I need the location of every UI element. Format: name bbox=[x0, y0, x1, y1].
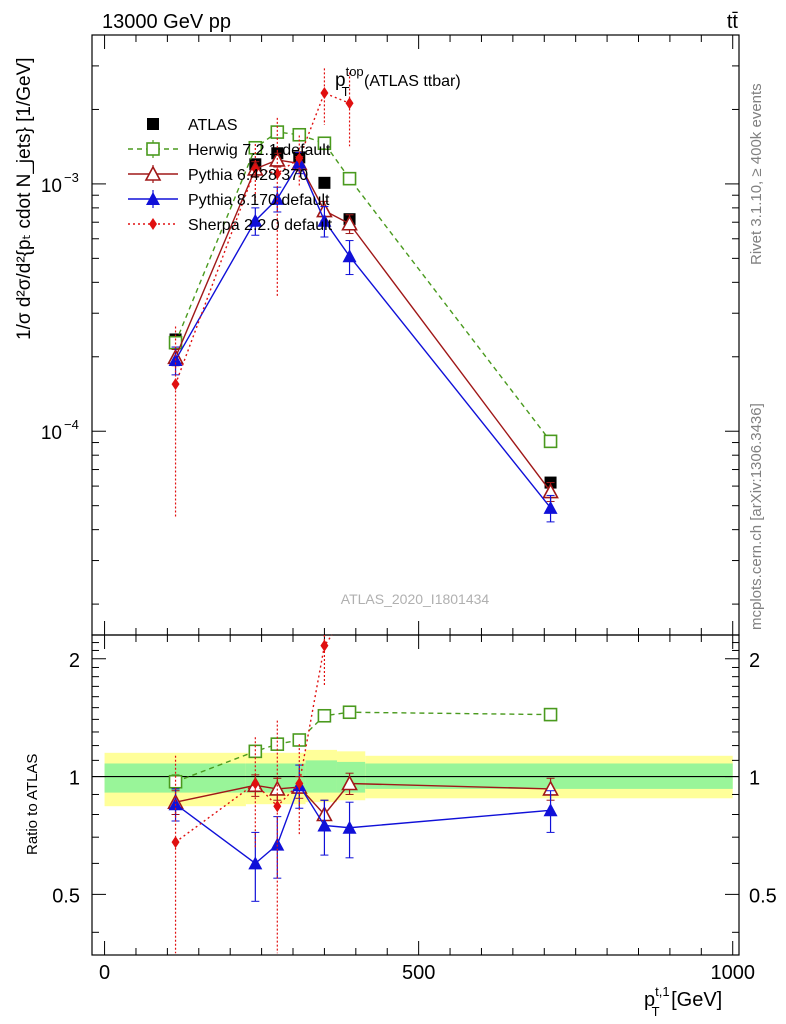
ratio-point bbox=[273, 800, 282, 813]
xtick-label: 1000 bbox=[710, 962, 755, 984]
legend-label: Herwig 7.2.1 default bbox=[188, 142, 331, 159]
ratio-point bbox=[295, 777, 304, 790]
uncertainty-bands bbox=[92, 749, 739, 807]
main-point bbox=[171, 378, 180, 391]
series-line-2 bbox=[174, 159, 552, 493]
plot-title-sup: top bbox=[346, 64, 364, 79]
energy-label: 13000 GeV pp bbox=[102, 11, 231, 33]
plot-title-rest: (ATLAS ttbar) bbox=[360, 73, 461, 90]
ratio-point bbox=[251, 777, 260, 790]
ratio-point bbox=[268, 780, 286, 796]
legend-marker bbox=[146, 142, 160, 156]
xlabel: pt,1 T [GeV] bbox=[644, 984, 722, 1019]
main-point bbox=[292, 127, 307, 142]
main-ytick-exponent: −3 bbox=[64, 170, 79, 185]
ratio-ytick-label: 1 bbox=[69, 768, 80, 790]
ratio-ytick-label-right: 0.5 bbox=[749, 885, 777, 907]
axis-ticks bbox=[92, 34, 739, 955]
ratio-point bbox=[317, 708, 332, 723]
process-label: tt̄ bbox=[727, 11, 739, 33]
plot-title-sub: T bbox=[342, 84, 350, 99]
main-point bbox=[318, 176, 331, 189]
ratio-point bbox=[320, 639, 329, 652]
ratio-point bbox=[342, 820, 357, 834]
legend-label: ATLAS bbox=[188, 117, 238, 134]
main-point bbox=[342, 171, 357, 186]
ratio-point bbox=[543, 707, 558, 722]
ratio-point bbox=[248, 856, 263, 870]
legend-marker bbox=[144, 165, 162, 181]
main-point bbox=[273, 167, 282, 180]
ratio-frame bbox=[91, 634, 740, 956]
main-point bbox=[342, 249, 357, 263]
series-line-3 bbox=[174, 161, 552, 509]
main-point bbox=[317, 213, 332, 227]
main-point bbox=[543, 434, 558, 449]
main-point bbox=[317, 136, 332, 151]
ratio-point bbox=[317, 818, 332, 832]
ratio-ylabel: Ratio to ATLAS bbox=[24, 754, 41, 855]
main-ytick-exponent: −4 bbox=[64, 417, 79, 432]
legend-label: Sherpa 2.2.0 default bbox=[188, 217, 333, 234]
xlabel-main: p bbox=[644, 989, 655, 1011]
mcplots-label: mcplots.cern.ch [arXiv:1306.3436] bbox=[748, 403, 765, 630]
main-ytick-label: 10 bbox=[41, 423, 62, 444]
main-ylabel: 1/σ d²σ/d²{pₜ cdot N_jets} [1/GeV] bbox=[14, 57, 35, 340]
ratio-ytick-label: 2 bbox=[69, 650, 80, 672]
series-line-4 bbox=[174, 92, 350, 385]
ratio-ytick-label-right: 2 bbox=[749, 650, 760, 672]
xtick-label: 500 bbox=[402, 962, 435, 984]
legend-marker bbox=[146, 192, 160, 205]
main-point bbox=[341, 215, 358, 231]
main-point bbox=[270, 125, 285, 139]
rivet-label: Rivet 3.1.10, ≥ 400k events bbox=[748, 83, 765, 265]
ratio-point bbox=[168, 797, 183, 811]
legend-label: Pythia 8.170 default bbox=[188, 192, 330, 209]
main-point bbox=[320, 87, 329, 100]
main-point bbox=[295, 152, 304, 165]
ratio-ytick-label: 0.5 bbox=[52, 885, 80, 907]
ratio-point bbox=[341, 774, 358, 791]
main-point bbox=[251, 162, 260, 175]
ratio-series bbox=[167, 634, 559, 954]
ratio-point bbox=[270, 837, 285, 851]
main-series bbox=[167, 68, 559, 523]
ratio-ytick-label-right: 1 bbox=[749, 768, 760, 790]
analysis-watermark: ATLAS_2020_I1801434 bbox=[341, 591, 490, 607]
main-point bbox=[543, 500, 558, 514]
ratio-point bbox=[342, 705, 357, 720]
legend: ATLAS Herwig 7.2.1 default Pythia 6.428 37… bbox=[128, 117, 333, 234]
legend-label: Pythia 6.428 370 bbox=[188, 167, 308, 184]
xlabel-sup: t,1 bbox=[655, 984, 669, 999]
ratio-line-4 bbox=[175, 634, 333, 843]
ratio-point bbox=[270, 737, 285, 751]
plot-title-main: p bbox=[335, 70, 346, 91]
ratio-point bbox=[543, 803, 558, 817]
main-point bbox=[345, 97, 354, 110]
xlabel-sub: T bbox=[652, 1004, 660, 1019]
legend-marker bbox=[147, 118, 159, 130]
xtick-label: 0 bbox=[99, 962, 110, 984]
xlabel-unit: [GeV] bbox=[666, 989, 723, 1011]
main-ytick-label: 10 bbox=[41, 176, 62, 197]
ratio-point bbox=[171, 836, 180, 849]
plot-title: ptop T (ATLAS ttbar) bbox=[335, 64, 461, 99]
main-point bbox=[248, 213, 263, 227]
legend-marker bbox=[149, 218, 157, 230]
